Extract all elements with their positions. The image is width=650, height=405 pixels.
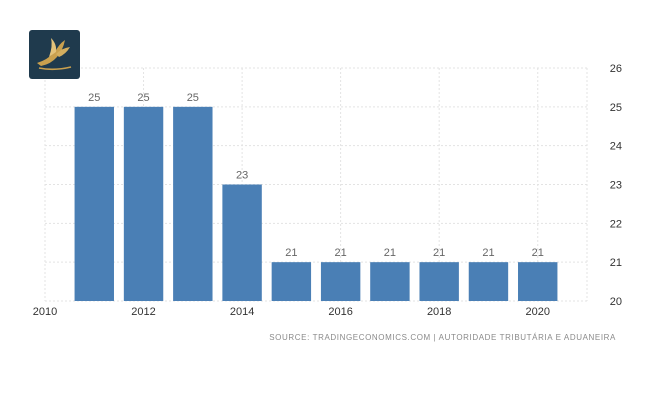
x-tick-label: 2020 — [525, 306, 549, 318]
data-label: 25 — [137, 92, 149, 104]
bar — [222, 184, 262, 301]
data-label: 21 — [532, 247, 544, 259]
bar — [370, 262, 410, 301]
bar — [518, 262, 558, 301]
y-tick-label: 21 — [610, 257, 622, 269]
y-tick-label: 23 — [610, 180, 622, 192]
data-label: 25 — [88, 92, 100, 104]
y-tick-label: 20 — [610, 296, 622, 308]
data-label: 21 — [384, 247, 396, 259]
data-label: 21 — [433, 247, 445, 259]
data-label: 21 — [335, 247, 347, 259]
x-tick-label: 2012 — [131, 306, 155, 318]
bar — [123, 106, 164, 301]
data-label: 25 — [187, 92, 199, 104]
y-tick-label: 26 — [610, 63, 622, 75]
x-tick-label: 2010 — [33, 306, 57, 318]
bar — [320, 262, 361, 301]
data-label: 23 — [236, 170, 248, 182]
x-tick-label: 2016 — [328, 306, 352, 318]
data-label: 21 — [285, 247, 297, 259]
bars — [74, 106, 558, 301]
source-note: SOURCE: TRADINGECONOMICS.COM | AUTORIDAD… — [269, 333, 616, 342]
y-tick-label: 24 — [610, 141, 622, 153]
data-labels: 25 25 25 23 21 21 21 21 21 21 — [88, 92, 544, 259]
bird-emblem-icon — [37, 38, 72, 71]
y-tick-label: 22 — [610, 218, 622, 230]
bar — [271, 262, 312, 301]
bar — [419, 262, 459, 301]
y-axis-ticks: 20 21 22 23 24 25 26 — [610, 63, 622, 308]
x-axis-ticks: 2010 2012 2014 2016 2018 2020 — [33, 306, 550, 318]
bar — [468, 262, 509, 301]
x-tick-label: 2014 — [230, 306, 254, 318]
bar — [173, 106, 213, 301]
bar — [74, 106, 114, 301]
y-tick-label: 25 — [610, 102, 622, 114]
x-tick-label: 2018 — [427, 306, 451, 318]
data-label: 21 — [482, 247, 494, 259]
logo — [29, 30, 80, 79]
